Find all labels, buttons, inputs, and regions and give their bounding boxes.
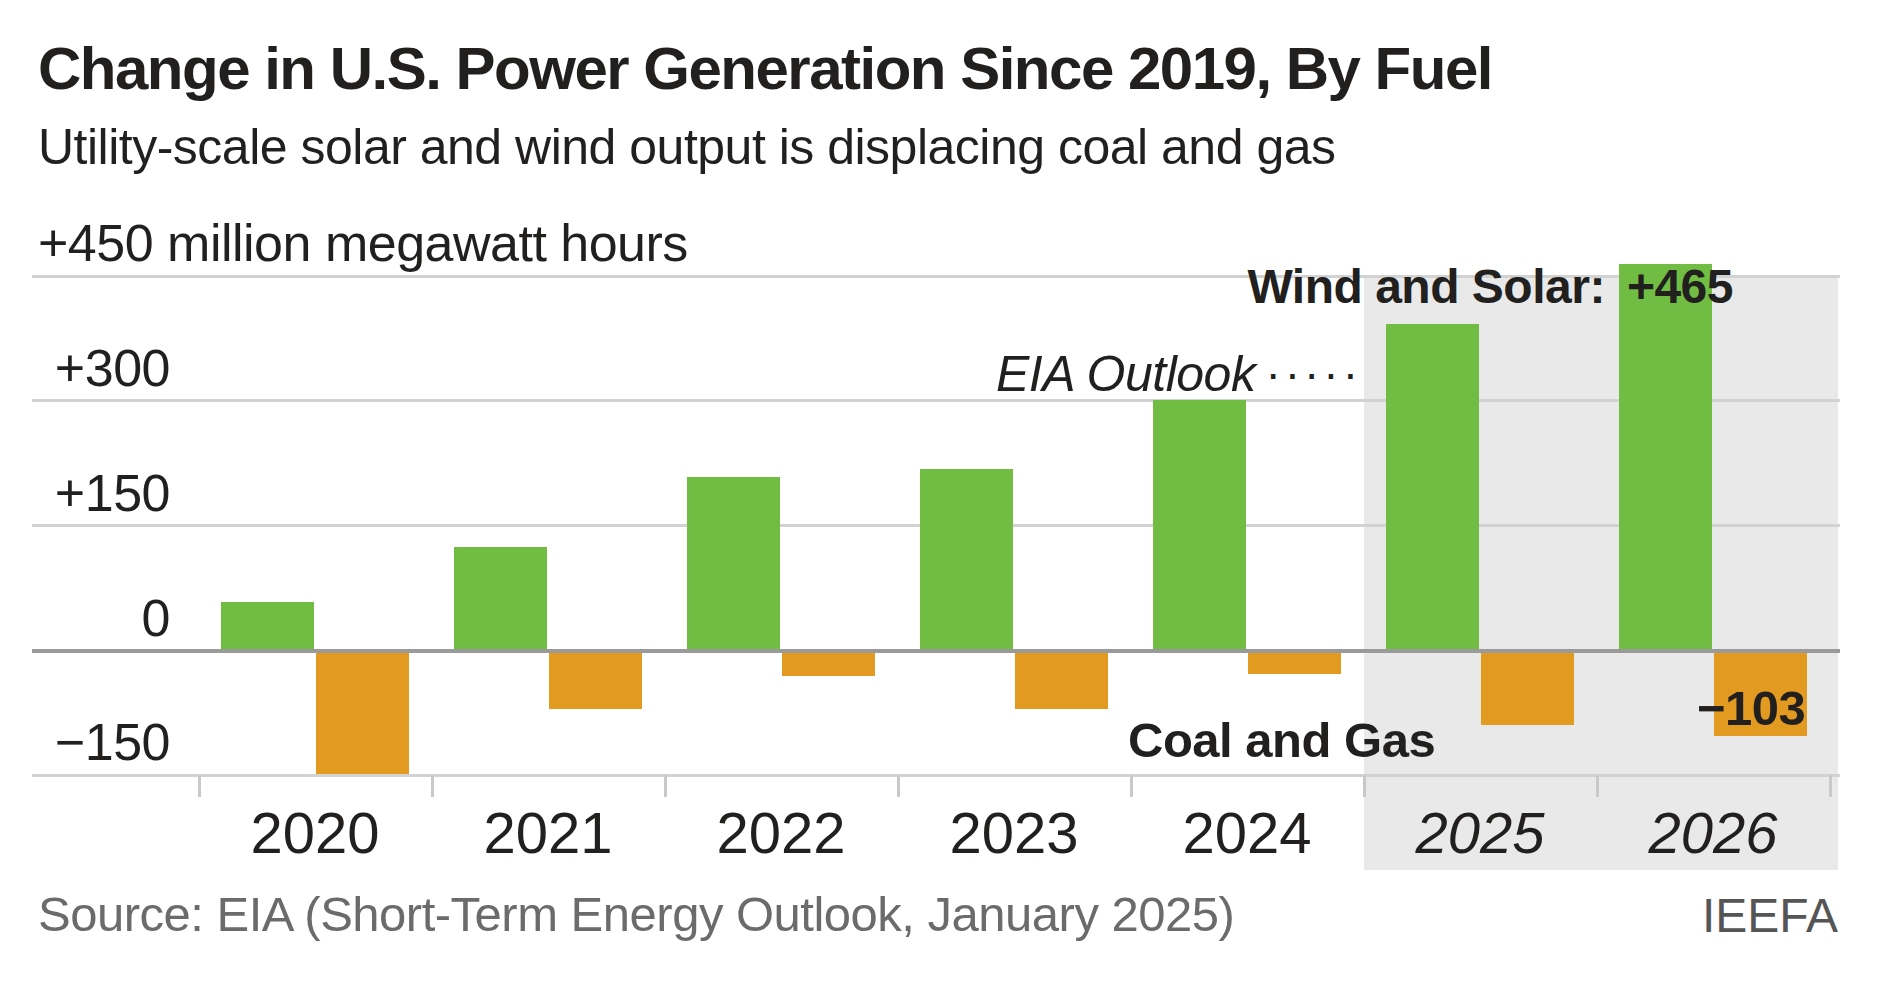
x-axis-label-2026: 2026 <box>1597 802 1830 864</box>
plot-area: +450 million megawatt hours +300 +150 0 −150… <box>0 0 1883 984</box>
wind-solar-annotation-value: +465 <box>1627 260 1733 313</box>
chart-canvas: Change in U.S. Power Generation Since 20… <box>0 0 1883 984</box>
x-axis-label-2023: 2023 <box>898 802 1131 864</box>
credit-label: IEEFA <box>1702 888 1838 943</box>
x-axis-label-2021: 2021 <box>432 802 665 864</box>
x-axis-tick-1 <box>431 775 434 797</box>
y-tick-label--150: −150 <box>0 713 170 771</box>
eia-outlook-annotation: EIA Outlook····· <box>942 287 1362 461</box>
x-axis-tick-0 <box>198 775 201 797</box>
bar-coal-gas-2022 <box>782 651 875 677</box>
x-axis-tick-2 <box>664 775 667 797</box>
bar-wind-solar-2025 <box>1386 324 1479 650</box>
eia-outlook-label: EIA Outlook <box>996 346 1255 402</box>
bar-coal-gas-2025 <box>1481 651 1574 726</box>
zero-line <box>32 649 1840 653</box>
dotted-leader: ····· <box>1255 347 1362 399</box>
bar-coal-gas-2024 <box>1248 651 1341 674</box>
x-axis-label-2024: 2024 <box>1131 802 1364 864</box>
gridline--150 <box>32 774 1840 777</box>
x-axis-tick-6 <box>1596 775 1599 797</box>
x-axis-label-2022: 2022 <box>665 802 898 864</box>
x-axis-tick-4 <box>1130 775 1133 797</box>
bar-wind-solar-2022 <box>687 477 780 651</box>
bar-wind-solar-2021 <box>454 547 547 651</box>
x-axis-tick-3 <box>897 775 900 797</box>
bar-wind-solar-2023 <box>920 469 1013 650</box>
bar-coal-gas-2020 <box>316 651 409 775</box>
y-tick-label-300: +300 <box>0 339 170 397</box>
gridline-300 <box>32 399 1840 402</box>
coal-gas-annotation: Coal and Gas <box>1128 712 1435 768</box>
coal-gas-value-label: −103 <box>1697 680 1805 736</box>
bar-wind-solar-2020 <box>221 602 314 650</box>
y-tick-label-450: +450 million megawatt hours <box>38 214 688 272</box>
source-note: Source: EIA (Short-Term Energy Outlook, … <box>38 886 1234 942</box>
bar-coal-gas-2023 <box>1015 651 1108 709</box>
x-axis-label-2020: 2020 <box>199 802 432 864</box>
x-axis-tick-7 <box>1829 775 1832 797</box>
x-axis-tick-5 <box>1363 775 1366 797</box>
x-axis-label-2025: 2025 <box>1364 802 1597 864</box>
y-tick-label-150: +150 <box>0 464 170 522</box>
y-tick-label-0: 0 <box>0 589 170 647</box>
bar-coal-gas-2021 <box>549 651 642 709</box>
